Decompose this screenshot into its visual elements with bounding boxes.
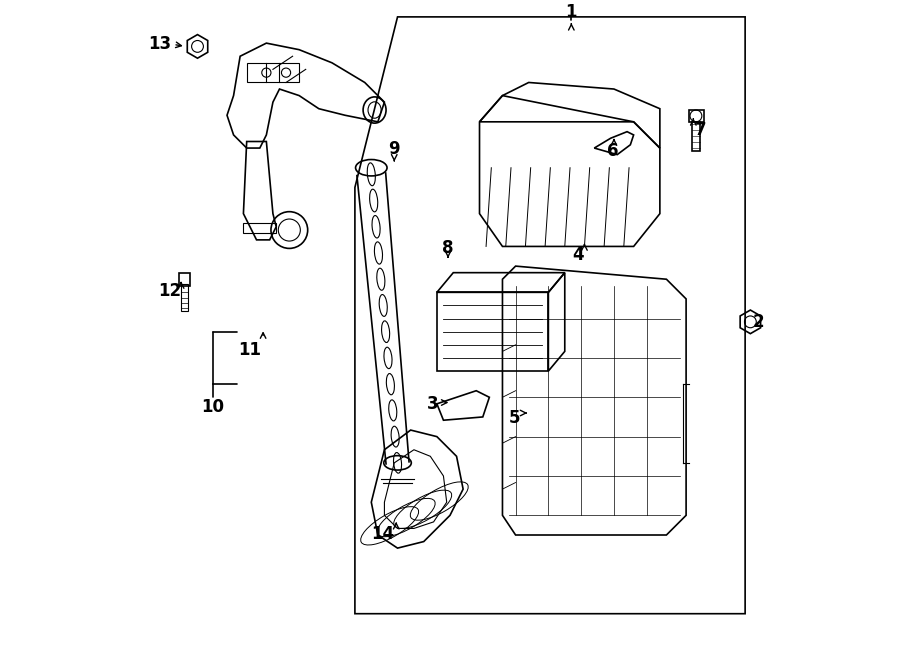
Bar — [179, 273, 190, 286]
Text: 12: 12 — [158, 282, 181, 300]
Text: 14: 14 — [372, 525, 395, 543]
Text: 8: 8 — [442, 239, 454, 256]
Bar — [692, 122, 700, 151]
Text: 10: 10 — [201, 398, 224, 416]
Text: 4: 4 — [572, 246, 584, 264]
Bar — [247, 63, 299, 83]
Text: 3: 3 — [427, 395, 438, 413]
Text: 7: 7 — [695, 121, 707, 139]
Text: 1: 1 — [565, 3, 577, 21]
Text: 13: 13 — [148, 36, 172, 54]
Text: 11: 11 — [238, 341, 262, 359]
Text: 5: 5 — [508, 409, 520, 427]
Text: 6: 6 — [607, 142, 618, 161]
Bar — [689, 110, 704, 122]
Text: 2: 2 — [752, 313, 764, 331]
Text: 9: 9 — [389, 140, 400, 159]
Bar — [436, 292, 548, 371]
Bar — [181, 284, 188, 311]
